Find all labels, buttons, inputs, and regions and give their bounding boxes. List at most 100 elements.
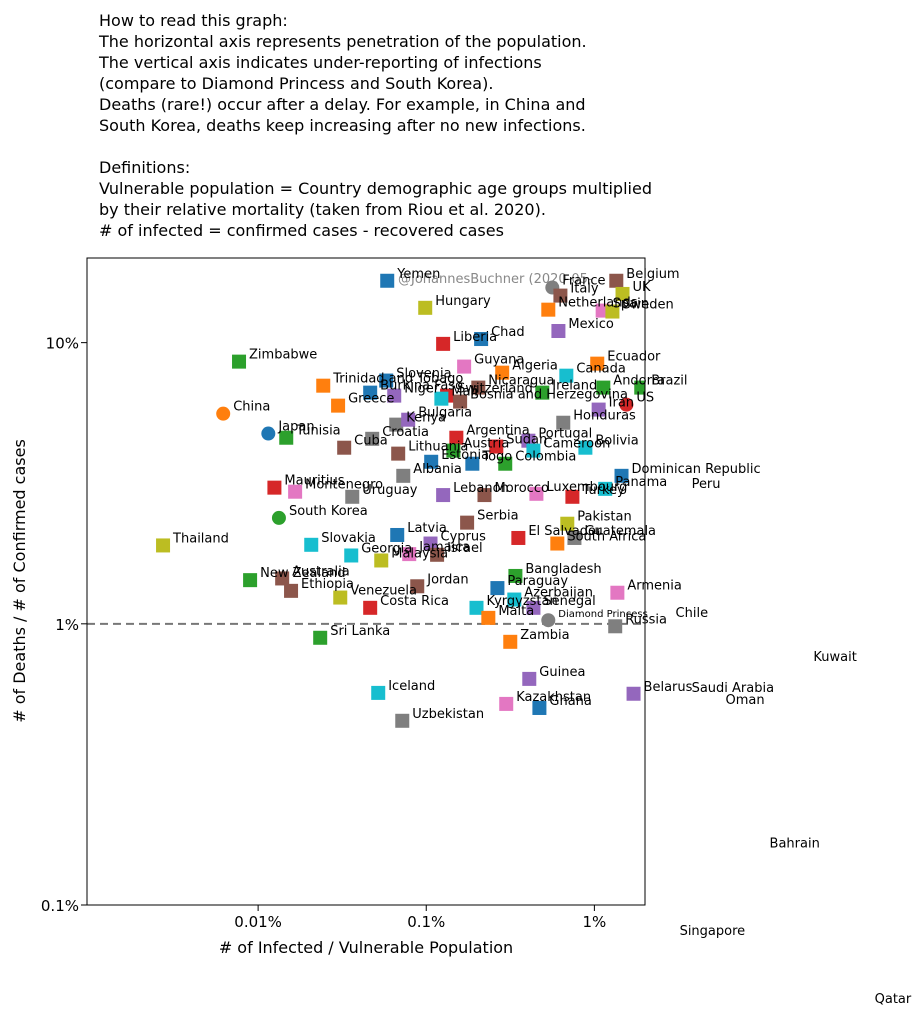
point — [591, 402, 606, 417]
point — [410, 579, 425, 594]
point — [395, 713, 410, 728]
y-tick-label: 1% — [55, 616, 79, 634]
point — [608, 619, 623, 634]
point — [424, 454, 439, 469]
point-label: Cameroon — [543, 437, 610, 452]
point-label: Burkina Faso — [380, 379, 463, 394]
point — [401, 412, 416, 427]
point-label: Costa Rica — [380, 594, 449, 609]
point — [499, 696, 514, 711]
point — [590, 356, 605, 371]
y-axis-label: # of Deaths / # of Confirmed cases — [10, 439, 29, 723]
point — [465, 456, 480, 471]
point — [556, 415, 571, 430]
point — [753, 844, 767, 858]
point — [559, 368, 574, 383]
point — [288, 484, 303, 499]
y-tick-label: 0.1% — [41, 897, 79, 915]
point-label: Chile — [676, 606, 709, 621]
point — [626, 686, 641, 701]
point-label: Iceland — [388, 679, 435, 694]
point — [313, 630, 328, 645]
point — [418, 300, 433, 315]
point-label: Saudi Arabia — [692, 681, 775, 696]
point-label: Malta — [498, 604, 534, 619]
point — [560, 516, 575, 531]
point — [565, 489, 580, 504]
point-label: Latvia — [407, 521, 447, 536]
point-label: China — [233, 400, 270, 415]
point — [333, 590, 348, 605]
point — [605, 304, 620, 319]
point-label: Liberia — [453, 330, 497, 345]
point — [469, 600, 484, 615]
point-label: Kuwait — [813, 650, 856, 665]
point — [553, 288, 568, 303]
point-label: Hungary — [435, 294, 491, 309]
point-label: Russia — [625, 612, 667, 627]
point — [708, 700, 722, 714]
point-label: Sudan — [506, 433, 547, 448]
point-label: Ireland — [552, 379, 597, 394]
point-label: Lithuania — [408, 440, 468, 455]
point — [430, 547, 445, 562]
point — [481, 610, 496, 625]
note-line: by their relative mortality (taken from … — [99, 200, 546, 219]
point-label: Panama — [615, 475, 667, 490]
point — [279, 430, 294, 445]
point — [379, 373, 394, 388]
point — [380, 273, 395, 288]
point — [365, 431, 380, 446]
point-label: Mexico — [568, 317, 613, 332]
point — [471, 380, 486, 395]
point-label: Nicaragua — [488, 374, 554, 389]
point-label: Austria — [463, 437, 509, 452]
point-label: Mali — [451, 385, 477, 400]
point-label: Colombia — [515, 450, 576, 465]
point-label: Georgia — [361, 541, 412, 556]
note-line: How to read this graph: — [99, 11, 288, 30]
point — [363, 385, 378, 400]
point — [344, 548, 359, 563]
point-label: Bolivia — [595, 434, 638, 449]
point-label: Albania — [413, 462, 462, 477]
point — [436, 336, 451, 351]
point-label: Croatia — [382, 425, 429, 440]
point — [541, 302, 556, 317]
point — [374, 553, 389, 568]
point-label: South Africa — [567, 530, 646, 545]
point — [511, 530, 526, 545]
point-label: New Zealand — [260, 566, 345, 581]
x-tick-label: 1% — [582, 913, 606, 931]
point-label: Azerbaijan — [524, 586, 593, 601]
point-label: Morocco — [494, 481, 548, 496]
point-label: Netherlands — [558, 296, 637, 311]
point-label: El Salvador — [528, 524, 602, 539]
plot-area: @JohannesBuchner (2020-05- — [87, 272, 767, 858]
point — [634, 380, 645, 395]
point-label: Armenia — [627, 579, 682, 594]
point — [363, 600, 378, 615]
point — [619, 397, 634, 412]
point — [457, 359, 472, 374]
point-label: Thailand — [172, 531, 229, 546]
point — [275, 571, 290, 586]
point-label: Ecuador — [607, 350, 661, 365]
point-label: Ethiopia — [301, 577, 354, 592]
point — [489, 439, 504, 454]
point-label: Kenya — [406, 411, 446, 426]
note-line: The vertical axis indicates under-report… — [98, 53, 542, 72]
point-label: Argentina — [466, 424, 529, 439]
point-label: Algeria — [512, 359, 558, 374]
point — [598, 481, 613, 496]
note-line: Definitions: — [99, 158, 190, 177]
point-label: Togo — [481, 450, 512, 465]
point-label: Senegal — [543, 594, 595, 609]
point — [436, 488, 451, 503]
point — [508, 568, 523, 583]
point — [522, 671, 537, 686]
point-label: Paraguay — [507, 574, 568, 589]
point-label: Chad — [491, 325, 525, 340]
point-label: Sri Lanka — [330, 624, 390, 639]
point-label: South Korea — [289, 504, 368, 519]
